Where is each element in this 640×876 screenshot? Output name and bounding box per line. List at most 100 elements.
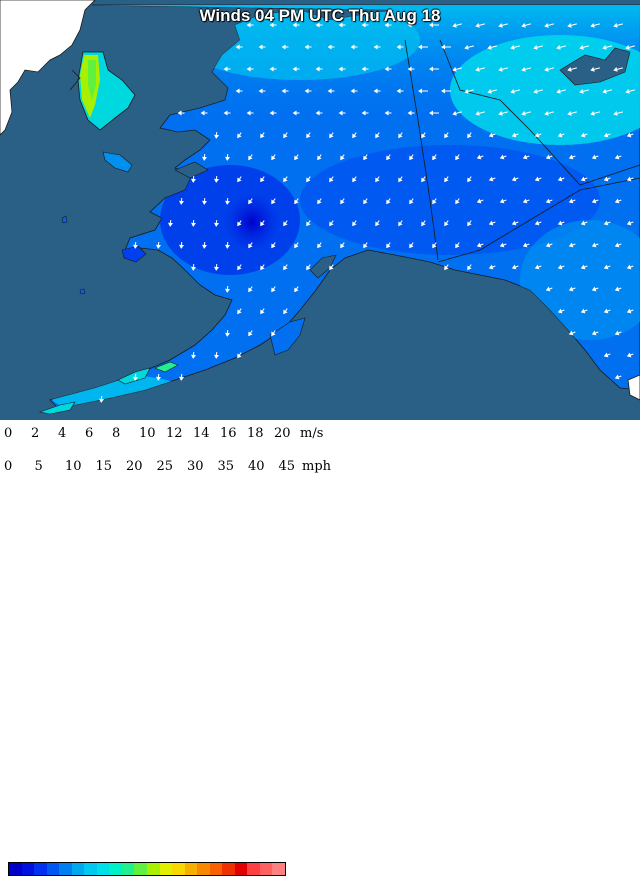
wind-arrow-head: [363, 155, 368, 161]
wind-arrow-head: [557, 132, 563, 138]
wind-arrow-head: [373, 88, 378, 94]
wind-arrow-head: [375, 221, 380, 227]
wind-arrow-head: [418, 44, 423, 50]
ms-tick-label: 20: [274, 426, 291, 441]
wind-arrow-head: [315, 110, 320, 116]
color-swatch: [46, 863, 60, 875]
wind-arrow-head: [452, 110, 457, 116]
cook-inlet: [309, 254, 337, 279]
color-swatch: [259, 863, 273, 875]
wind-arrow-head: [499, 242, 505, 248]
wind-arrow-head: [237, 177, 242, 183]
wind-arrow-head: [260, 309, 265, 315]
mph-tick-label: 35: [217, 459, 235, 474]
wind-arrow-head: [260, 177, 265, 183]
wind-arrow-head: [260, 133, 265, 139]
wind-map: [0, 0, 640, 420]
wind-arrow-head: [534, 264, 540, 270]
wind-arrow-head: [568, 198, 574, 204]
wind-arrow-head: [614, 198, 620, 204]
wind-arrow-head: [614, 374, 620, 380]
aleutian-chain-2: [117, 367, 151, 385]
wind-arrow-head: [476, 154, 482, 160]
wind-arrow-head: [352, 133, 357, 139]
wind-arrow-head: [444, 177, 449, 183]
mph-tick-label: 15: [95, 459, 113, 474]
wind-arrow-head: [201, 244, 208, 249]
wind-arrow-head: [545, 198, 551, 204]
wind-arrow-head: [591, 330, 597, 336]
wind-arrow-head: [306, 133, 311, 139]
wind-arrow-head: [567, 22, 572, 28]
norton-sound: [174, 161, 209, 179]
yukon-nwt-border: [439, 39, 640, 186]
wind-arrow-head: [498, 22, 503, 28]
wind-arrow-head: [521, 66, 526, 72]
kodiak-island: [269, 317, 306, 356]
wind-arrow-head: [178, 244, 185, 249]
siberia-land: [0, 0, 96, 136]
islands: [38, 47, 631, 415]
wind-arrow-head: [557, 264, 563, 270]
wind-arrow-head: [304, 44, 309, 50]
wind-arrow-head: [625, 44, 630, 50]
wind-arrow-head: [200, 110, 205, 116]
wind-arrow-head: [455, 155, 460, 161]
wind-arrow-head: [444, 265, 449, 271]
wind-arrow-head: [521, 22, 526, 28]
wind-arrow-head: [591, 198, 597, 204]
wind-arrow-head: [384, 66, 389, 72]
wind-arrow-head: [315, 66, 320, 72]
wind-arrow-head: [363, 243, 368, 249]
wind-arrow-head: [258, 44, 263, 50]
wind-arrow-head: [271, 199, 276, 205]
wind-arrow-head: [432, 243, 437, 249]
wind-arrow-head: [626, 264, 632, 270]
wind-arrow-head: [455, 199, 460, 205]
mph-tick-label: 45: [278, 459, 296, 474]
date-line: [69, 69, 81, 91]
wind-arrow-head: [292, 110, 297, 116]
wind-arrow-head: [544, 66, 549, 72]
wind-arrow-head: [269, 66, 274, 72]
wind-arrow-head: [567, 110, 572, 116]
wind-arrow-head: [329, 221, 334, 227]
wind-arrow-head: [327, 88, 332, 94]
chukotka-fast-core: [88, 60, 96, 100]
color-swatch: [272, 863, 286, 875]
color-swatch: [96, 863, 110, 875]
wind-arrow-head: [338, 110, 343, 116]
wind-arrow-head: [534, 220, 540, 226]
wind-arrow-head: [246, 22, 251, 28]
wind-arrow-head: [294, 287, 299, 293]
wind-arrow-head: [363, 199, 368, 205]
wind-arrow-head: [510, 88, 515, 94]
wind-arrow-head: [213, 354, 220, 359]
wind-arrow-head: [352, 177, 357, 183]
wind-arrow-head: [521, 110, 526, 116]
wind-arrow-head: [373, 44, 378, 50]
wind-arrow-head: [602, 88, 607, 94]
wind-arrow-head: [248, 243, 253, 249]
bc-border: [437, 177, 640, 263]
wind-arrow-head: [590, 66, 595, 72]
wind-arrow-head: [603, 264, 609, 270]
ms-tick-label: 2: [31, 426, 40, 441]
color-swatch: [234, 863, 248, 875]
wind-arrow-head: [201, 200, 208, 205]
wind-arrow-head: [452, 22, 457, 28]
wind-arrow-head: [132, 244, 139, 249]
wind-arrow-head: [556, 88, 561, 94]
ms-tick-label: 18: [247, 426, 264, 441]
wind-arrow-head: [407, 66, 412, 72]
aleutian-chain-1: [38, 401, 76, 415]
wind-arrow-head: [603, 176, 609, 182]
wind-arrow-head: [475, 22, 480, 28]
wind-arrow-head: [580, 308, 586, 314]
wind-arrow-head: [190, 178, 197, 183]
wind-arrow-head: [545, 242, 551, 248]
wind-arrow-head: [223, 110, 228, 116]
color-swatch: [134, 863, 148, 875]
wind-arrow-head: [327, 44, 332, 50]
wind-arrow-head: [429, 66, 434, 72]
